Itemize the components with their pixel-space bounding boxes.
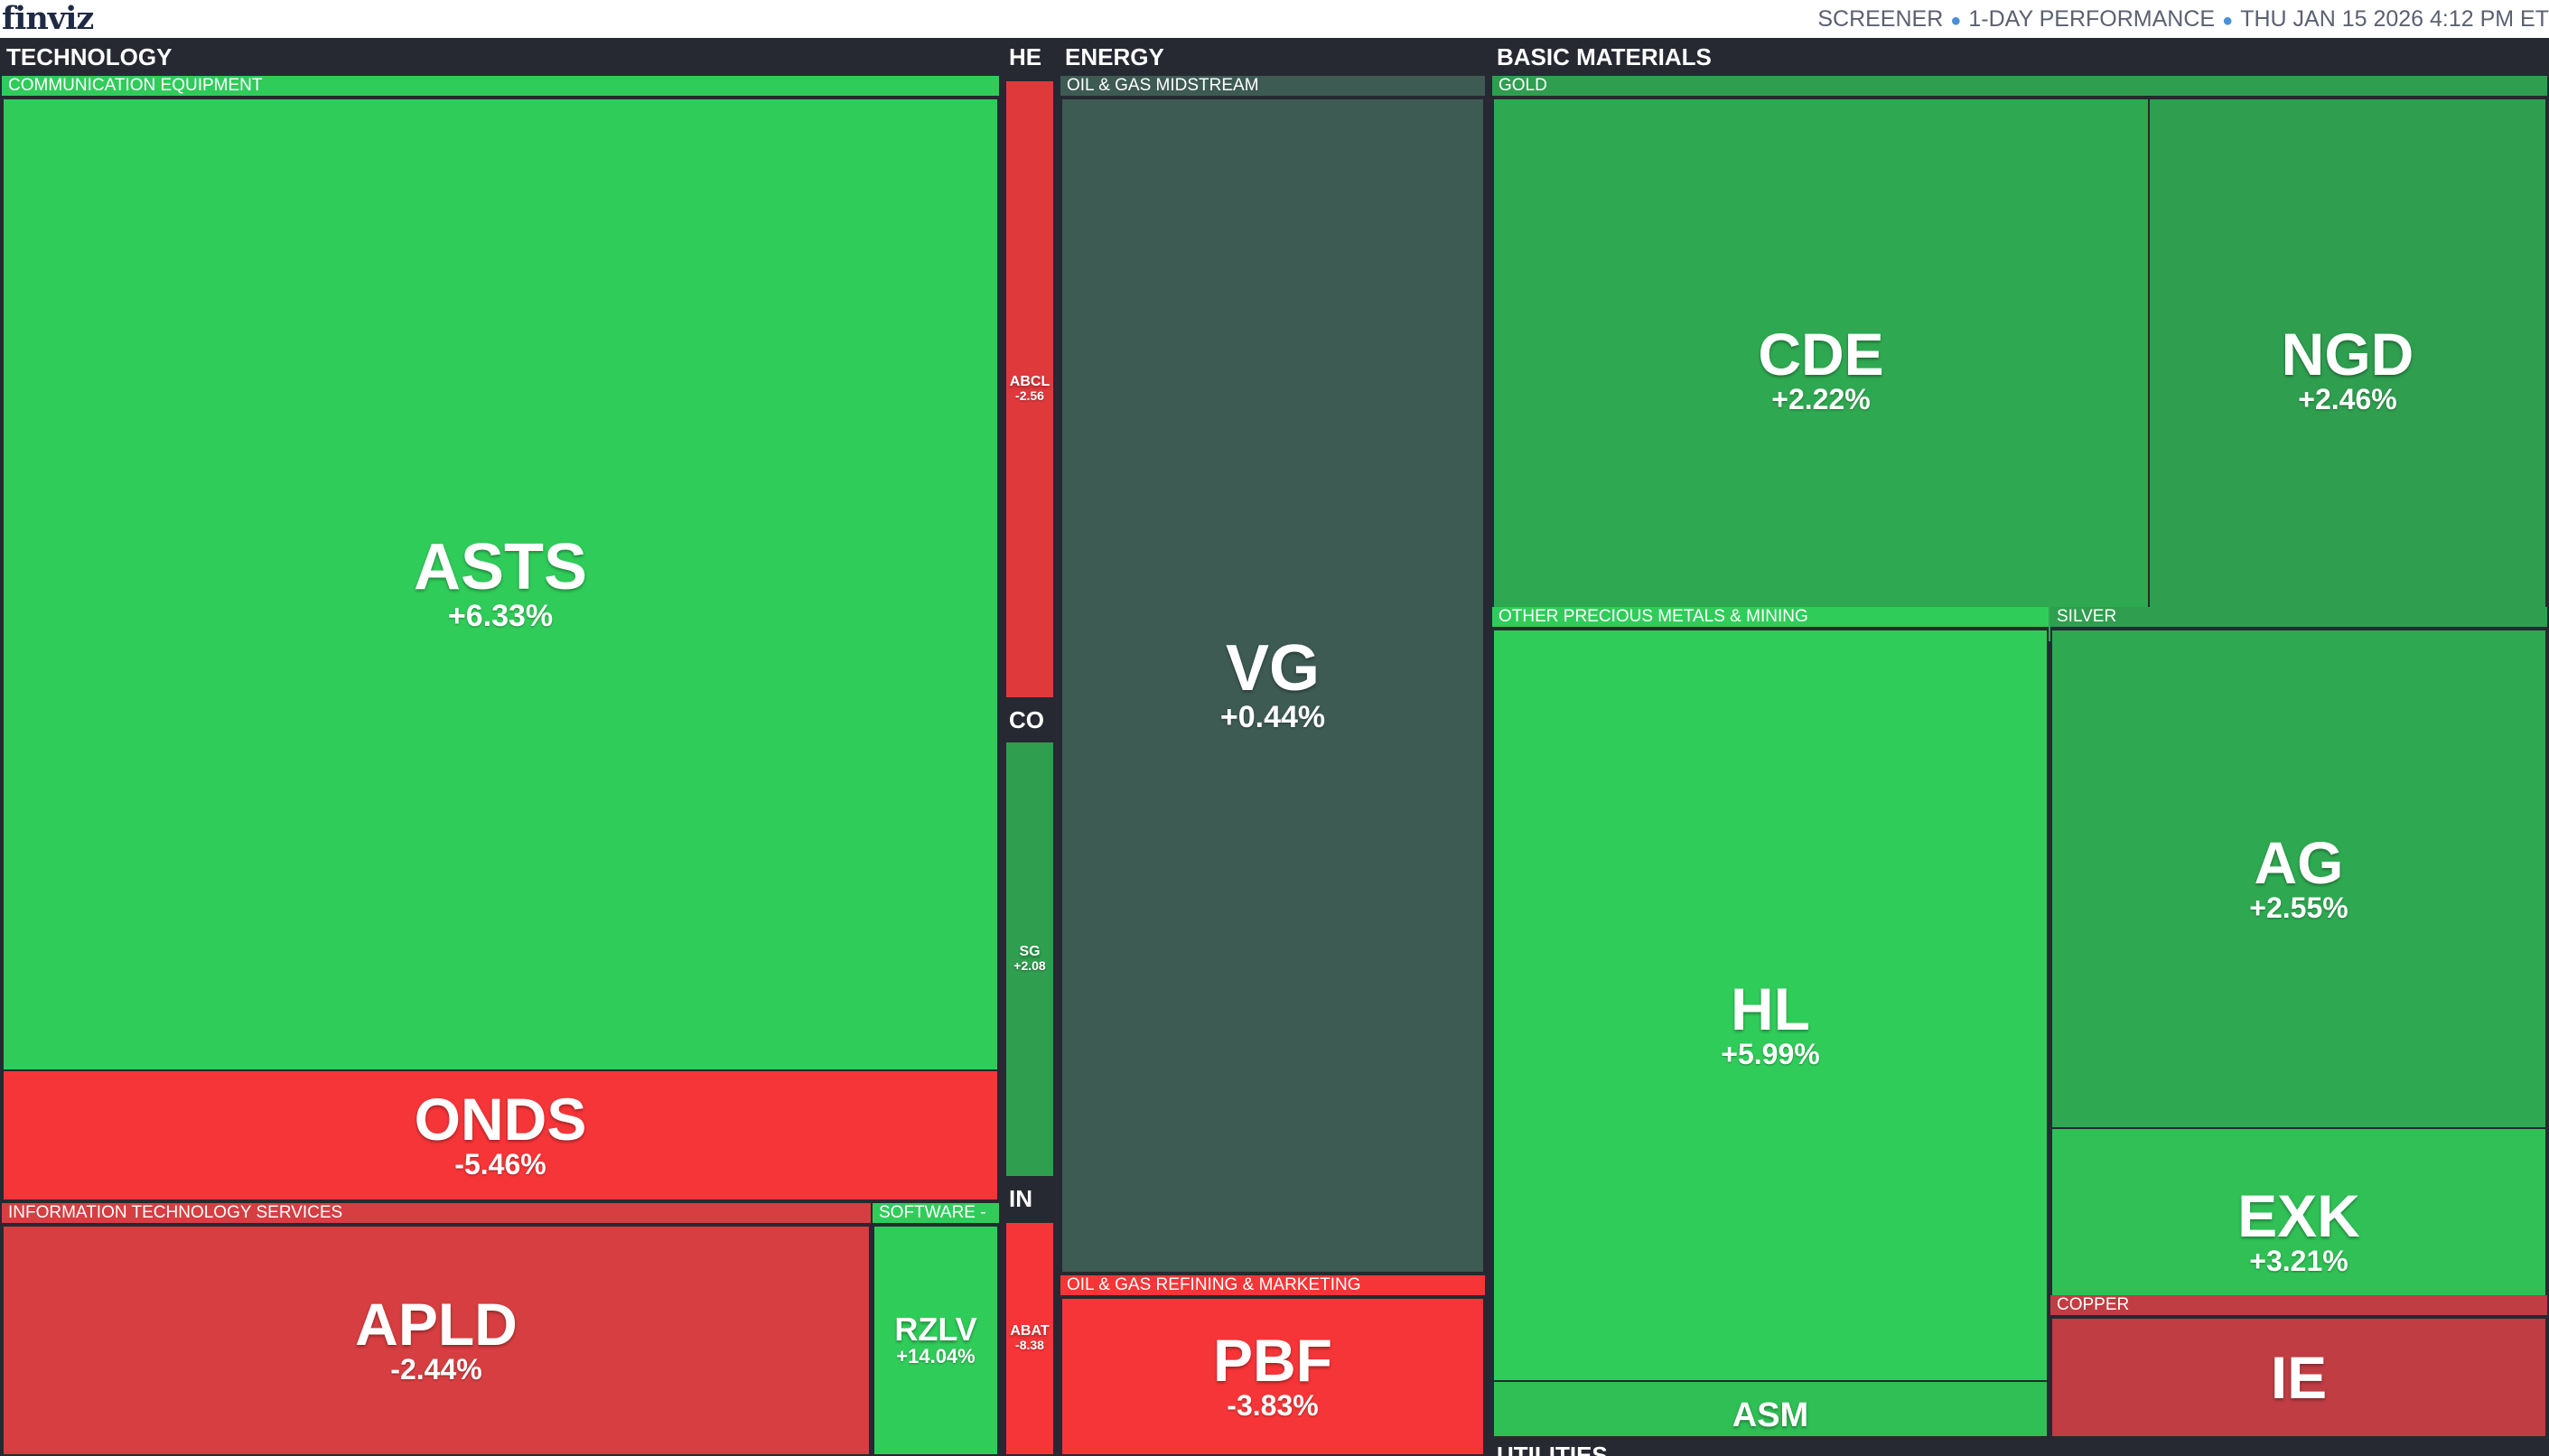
tile-ag[interactable]: AG +2.55% — [2050, 629, 2547, 1129]
change: -2.44% — [390, 1353, 482, 1386]
ticker: HL — [1731, 975, 1810, 1043]
separator-dot-icon: ● — [2222, 11, 2234, 31]
change: -8.38 — [1015, 1338, 1044, 1353]
change: +2.08 — [1013, 958, 1046, 974]
ticker: RZLV — [894, 1310, 977, 1348]
separator-dot-icon: ● — [1950, 11, 1962, 31]
sector-utilities[interactable]: UTILITIES — [1490, 1438, 2549, 1456]
industry-it-services[interactable]: INFORMATION TECHNOLOGY SERVICES — [2, 1203, 871, 1225]
treemap: TECHNOLOGY COMMUNICATION EQUIPMENT ASTS … — [0, 38, 2549, 1456]
change: +2.46% — [2298, 383, 2397, 416]
change: +3.21% — [2249, 1245, 2348, 1278]
industry-communication-equipment[interactable]: COMMUNICATION EQUIPMENT — [2, 76, 999, 98]
ticker: ONDS — [414, 1086, 587, 1153]
change: -5.46% — [454, 1148, 546, 1181]
nav-timestamp: THU JAN 15 2026 4:12 PM ET — [2240, 6, 2549, 32]
top-nav: SCREENER ● 1-DAY PERFORMANCE ● THU JAN 15 20… — [1817, 0, 2549, 38]
industry-oil-gas-refining[interactable]: OIL & GAS REFINING & MARKETING — [1060, 1275, 1485, 1297]
tile-hl[interactable]: HL +5.99% — [1492, 629, 2049, 1422]
industry-copper[interactable]: COPPER — [2050, 1295, 2547, 1317]
tile-asm[interactable]: ASM — [1492, 1380, 2049, 1438]
industry-software[interactable]: SOFTWARE - — [873, 1203, 999, 1225]
sector-energy[interactable]: ENERGY — [1059, 38, 1489, 76]
ticker: ABCL — [1009, 374, 1050, 390]
change: +5.99% — [1721, 1038, 1820, 1071]
ticker: AG — [2254, 829, 2344, 897]
ticker: ASTS — [413, 531, 588, 604]
ticker: PBF — [1213, 1327, 1332, 1395]
top-bar: finviz SCREENER ● 1-DAY PERFORMANCE ● THU JA… — [0, 0, 2549, 38]
sector-industrials[interactable]: IN — [1003, 1180, 1059, 1218]
ticker: NGD — [2281, 321, 2414, 388]
industry-other-precious-metals[interactable]: OTHER PRECIOUS METALS & MINING — [1492, 607, 2049, 629]
tile-rzlv[interactable]: RZLV +14.04% — [873, 1225, 999, 1456]
change: -2.56 — [1015, 388, 1044, 404]
tile-onds[interactable]: ONDS -5.46% — [2, 1069, 999, 1201]
finviz-logo[interactable]: finviz — [2, 0, 94, 37]
industry-oil-gas-midstream[interactable]: OIL & GAS MIDSTREAM — [1060, 76, 1485, 98]
change: +0.44% — [1219, 700, 1326, 735]
change: +2.55% — [2249, 891, 2348, 925]
ticker: ABAT — [1010, 1323, 1050, 1339]
tile-pbf[interactable]: PBF -3.83% — [1060, 1297, 1485, 1456]
ticker: EXK — [2237, 1182, 2360, 1250]
tile-asts[interactable]: ASTS +6.33% — [2, 98, 999, 1071]
change: +2.22% — [1771, 383, 1871, 416]
industry-gold[interactable]: GOLD — [1492, 76, 2547, 98]
change: +14.04% — [896, 1344, 976, 1367]
ticker: CDE — [1758, 321, 1884, 388]
sector-basic-materials[interactable]: BASIC MATERIALS — [1490, 38, 2549, 76]
tile-ngd[interactable]: NGD +2.46% — [2148, 98, 2547, 643]
sector-consumer[interactable]: CO — [1003, 701, 1059, 739]
tile-sg[interactable]: SG +2.08 — [1004, 741, 1055, 1178]
sector-healthcare[interactable]: HE — [1003, 38, 1059, 76]
tile-vg[interactable]: VG +0.44% — [1060, 98, 1485, 1274]
industry-silver[interactable]: SILVER — [2050, 607, 2547, 629]
tile-apld[interactable]: APLD -2.44% — [2, 1225, 871, 1456]
nav-screener[interactable]: SCREENER — [1817, 6, 1944, 32]
tile-cde[interactable]: CDE +2.22% — [1492, 98, 2150, 643]
ticker: ASM — [1732, 1396, 1809, 1434]
ticker: APLD — [355, 1291, 518, 1358]
ticker: SG — [1019, 944, 1041, 960]
change: +6.33% — [447, 599, 554, 634]
nav-performance[interactable]: 1-DAY PERFORMANCE — [1968, 6, 2216, 32]
sector-technology[interactable]: TECHNOLOGY — [0, 38, 1001, 76]
tile-abcl[interactable]: ABCL -2.56 — [1004, 79, 1055, 699]
ticker: IE — [2270, 1344, 2328, 1411]
tile-ie[interactable]: IE — [2050, 1317, 2547, 1438]
change: -3.83% — [1227, 1389, 1319, 1423]
ticker: VG — [1225, 632, 1321, 705]
tile-abat[interactable]: ABAT -8.38 — [1004, 1221, 1055, 1456]
